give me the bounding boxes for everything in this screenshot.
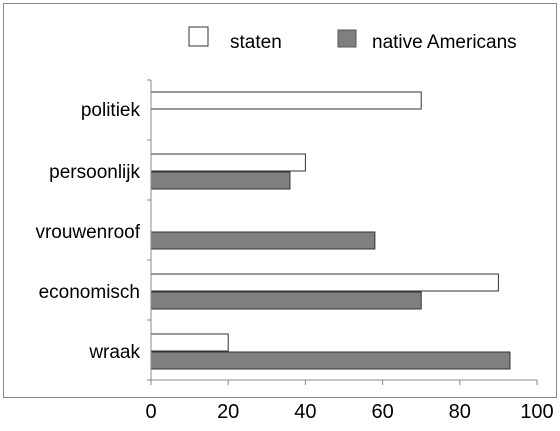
bar-staten-persoonlijk [150,153,306,172]
y-axis-category-labels: politiek persoonlijk vrouwenroof economisch… [35,100,140,363]
category-label-politiek: politiek [81,100,141,121]
legend-label-staten: staten [230,32,282,53]
bar-staten-economisch [150,273,499,292]
bar-native-americans-vrouwenroof [150,231,376,250]
bars [150,91,511,370]
bar-staten-politiek [150,91,422,110]
legend: staten native Americans [188,26,517,53]
axes [147,79,538,385]
x-tick-label-60: 60 [371,401,393,423]
x-tick-label-40: 40 [294,401,316,423]
x-tick-label-0: 0 [145,401,156,423]
bar-native-americans-economisch [150,291,422,310]
category-label-vrouwenroof: vrouwenroof [35,222,140,243]
bar-native-americans-persoonlijk [150,171,291,190]
chart-border [3,3,557,398]
category-label-persoonlijk: persoonlijk [49,162,140,183]
legend-swatch-native-americans [337,29,357,48]
x-axis-tick-labels: 0 20 40 60 80 100 [145,401,553,423]
legend-label-native-americans: native Americans [372,32,517,53]
bar-staten-wraak [150,333,229,352]
legend-swatch-staten [188,26,209,47]
x-tick-label-20: 20 [217,401,239,423]
category-label-economisch: economisch [39,282,140,303]
x-tick-label-80: 80 [449,401,471,423]
category-label-wraak: wraak [88,342,140,363]
x-tick-label-100: 100 [520,401,553,423]
bar-native-americans-wraak [150,351,511,370]
